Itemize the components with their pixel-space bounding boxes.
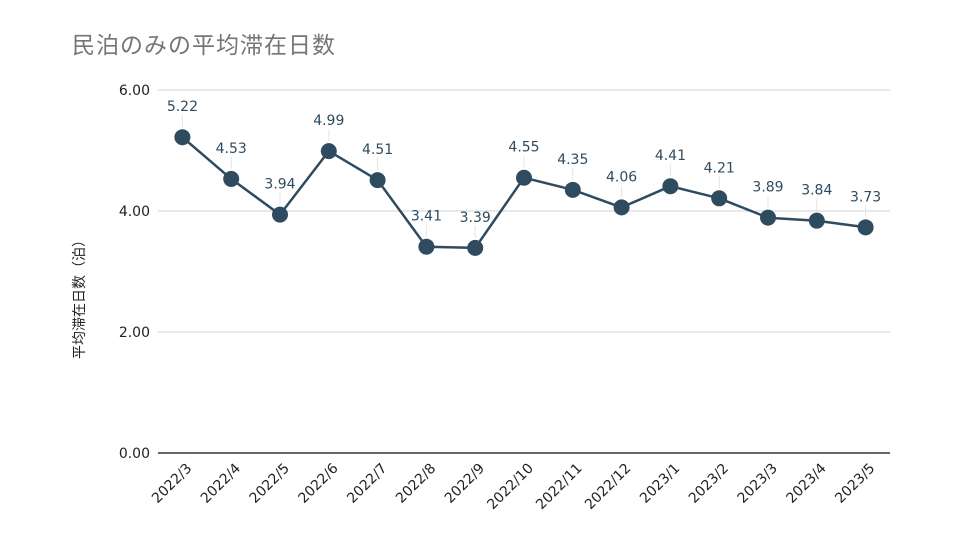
y-tick-label: 4.00 (119, 204, 150, 220)
data-label: 3.41 (411, 209, 442, 225)
data-point (369, 172, 386, 189)
data-label: 3.89 (752, 180, 783, 196)
x-tick-label: 2023/3 (735, 461, 781, 507)
data-label: 4.51 (362, 142, 393, 158)
data-label: 3.73 (850, 189, 881, 205)
y-axis-label: 平均滞在日数（泊） (72, 233, 88, 359)
data-point (857, 219, 874, 236)
y-tick-label: 0.00 (119, 446, 150, 462)
data-label: 4.41 (655, 148, 686, 164)
data-label: 4.06 (606, 169, 637, 185)
data-point (760, 209, 776, 226)
x-tick-label: 2022/5 (247, 461, 293, 507)
gridlines (158, 89, 890, 333)
data-label: 4.35 (557, 152, 588, 168)
x-tick-label: 2023/4 (783, 460, 829, 506)
chart-title: 民泊のみの平均滞在日数 (72, 33, 336, 59)
data-point (613, 199, 630, 216)
data-point (662, 178, 679, 195)
data-point (516, 169, 532, 186)
x-tick-label: 2023/1 (637, 461, 683, 507)
data-label: 3.39 (460, 210, 491, 226)
data-label: 3.94 (264, 177, 295, 193)
data-point (564, 181, 581, 198)
data-point (808, 212, 825, 229)
data-label: 5.22 (167, 99, 198, 115)
data-labels: 5.22 4.53 3.94 4.99 4.51 3.41 3.39 4.55 4.35 4.06… (167, 99, 881, 238)
data-point (467, 239, 484, 256)
x-tick-label: 2022/7 (344, 461, 390, 507)
x-tick-label: 2022/11 (533, 461, 585, 513)
data-point (223, 170, 240, 187)
y-tick-labels: 0.00 2.00 4.00 6.00 (119, 83, 150, 462)
data-label: 4.99 (313, 113, 344, 129)
data-point (320, 143, 337, 160)
data-point (418, 238, 435, 255)
data-label: 4.21 (704, 160, 735, 176)
y-tick-label: 6.00 (119, 83, 150, 99)
x-tick-label: 2023/2 (686, 461, 732, 507)
data-label: 3.84 (801, 183, 832, 199)
data-label: 4.53 (216, 141, 247, 157)
data-points (174, 129, 874, 256)
x-tick-label: 2023/5 (832, 461, 878, 507)
data-point (174, 129, 191, 146)
x-tick-label: 2022/9 (442, 461, 488, 507)
data-label: 4.55 (508, 140, 539, 156)
x-tick-label: 2022/4 (198, 460, 244, 506)
data-point (272, 206, 288, 223)
x-tick-label: 2022/8 (393, 461, 439, 507)
x-tick-label: 2022/10 (484, 461, 536, 513)
x-tick-label: 2022/6 (295, 460, 341, 506)
x-tick-label: 2022/3 (149, 461, 195, 507)
x-tick-labels: 2022/3 2022/4 2022/5 2022/6 2022/7 2022/8 2022… (149, 460, 878, 513)
y-tick-label: 2.00 (119, 325, 150, 341)
x-tick-label: 2022/12 (582, 461, 634, 513)
data-point (711, 190, 728, 207)
